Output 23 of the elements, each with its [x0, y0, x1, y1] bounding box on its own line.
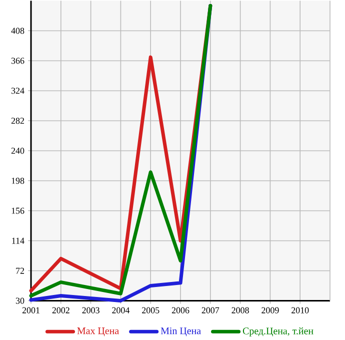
legend-label: Min Цена [160, 328, 201, 336]
y-tick-label: 198 [12, 178, 24, 184]
y-tick-label: 282 [11, 118, 24, 124]
y-tick-label: 324 [11, 88, 24, 94]
x-tick-label: 2005 [142, 307, 160, 314]
y-tick-label: 240 [11, 148, 24, 154]
y-tick-label: 114 [12, 238, 24, 244]
x-tick-label: 2009 [262, 307, 279, 314]
legend-label: Max Цена [77, 328, 119, 336]
y-tick-label: 72 [16, 268, 24, 274]
x-tick-label: 2004 [112, 307, 130, 314]
x-tick-label: 2006 [172, 307, 190, 314]
y-tick-label: 366 [11, 58, 24, 64]
x-tick-label: 2002 [52, 307, 70, 314]
legend-label: Сред.Цена, т.йен [242, 328, 314, 337]
y-tick-label: 408 [11, 28, 24, 34]
x-tick-label: 2007 [202, 307, 220, 314]
y-tick-label: 30 [16, 298, 24, 304]
x-tick-label: 2001 [22, 307, 40, 314]
x-tick-label: 2008 [232, 307, 249, 314]
y-tick-label: 156 [12, 208, 24, 214]
x-tick-label: 2010 [292, 307, 309, 314]
x-tick-label: 2003 [82, 307, 100, 314]
